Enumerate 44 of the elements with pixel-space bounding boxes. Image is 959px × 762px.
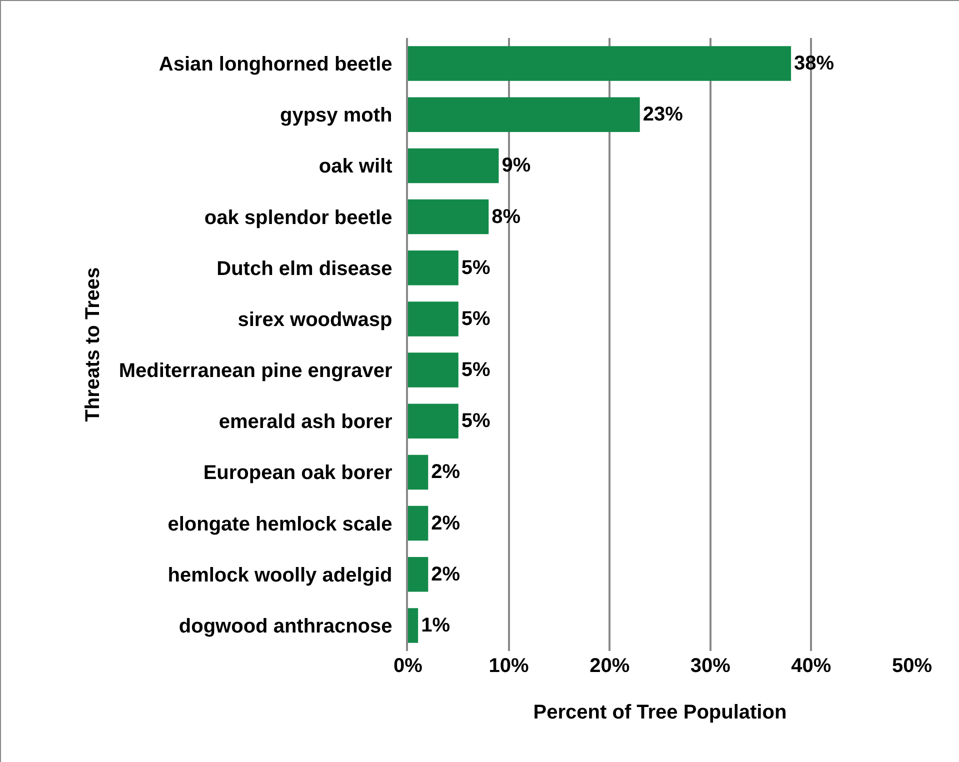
y-tick-label: emerald ash borer [218, 411, 392, 434]
y-tick-label: oak wilt [318, 156, 393, 178]
data-label: 1% [421, 614, 450, 636]
y-tick-label: hemlock woolly adelgid [168, 564, 392, 586]
data-label: 2% [431, 563, 460, 586]
y-tick-label: Mediterranean pine engraver [118, 360, 392, 382]
bar [408, 557, 428, 592]
y-tick-label: European oak borer [203, 462, 392, 484]
x-tick-label: 0% [394, 655, 423, 677]
x-tick-label: 30% [690, 655, 731, 677]
data-label: 5% [461, 410, 491, 432]
y-tick-label: sirex woodwasp [238, 308, 392, 331]
data-label: 5% [461, 308, 491, 330]
data-label: 9% [502, 154, 531, 177]
y-tick-label: dogwood anthracnose [178, 615, 392, 638]
bar [408, 404, 458, 438]
x-tick-label: 10% [488, 655, 530, 677]
data-label: 2% [431, 461, 460, 484]
bar [408, 506, 428, 541]
y-tick-label: elongate hemlock scale [168, 513, 392, 536]
x-tick-label: 40% [791, 655, 832, 677]
x-axis-title: Percent of Tree Population [533, 702, 787, 724]
bar [408, 97, 640, 132]
bar [408, 199, 489, 234]
data-label: 23% [642, 104, 684, 126]
bar [408, 454, 428, 490]
x-tick-label: 20% [590, 655, 630, 677]
y-tick-label: Asian longhorned beetle [158, 54, 392, 76]
data-label: 2% [431, 512, 460, 534]
bar [408, 250, 458, 286]
y-axis-title: Threats to Trees [82, 267, 104, 422]
y-tick-label: oak splendor beetle [204, 206, 392, 229]
bar [408, 148, 499, 184]
bar [408, 352, 458, 388]
data-label: 5% [461, 359, 491, 382]
y-tick-label: Dutch elm disease [216, 258, 392, 280]
bar [408, 46, 792, 81]
data-label: 5% [461, 256, 491, 279]
bar [408, 608, 418, 643]
y-tick-label: gypsy moth [280, 104, 392, 127]
bar [408, 302, 458, 336]
data-label: 38% [794, 52, 834, 75]
x-tick-label: 50% [892, 655, 932, 677]
data-label: 8% [492, 206, 521, 228]
